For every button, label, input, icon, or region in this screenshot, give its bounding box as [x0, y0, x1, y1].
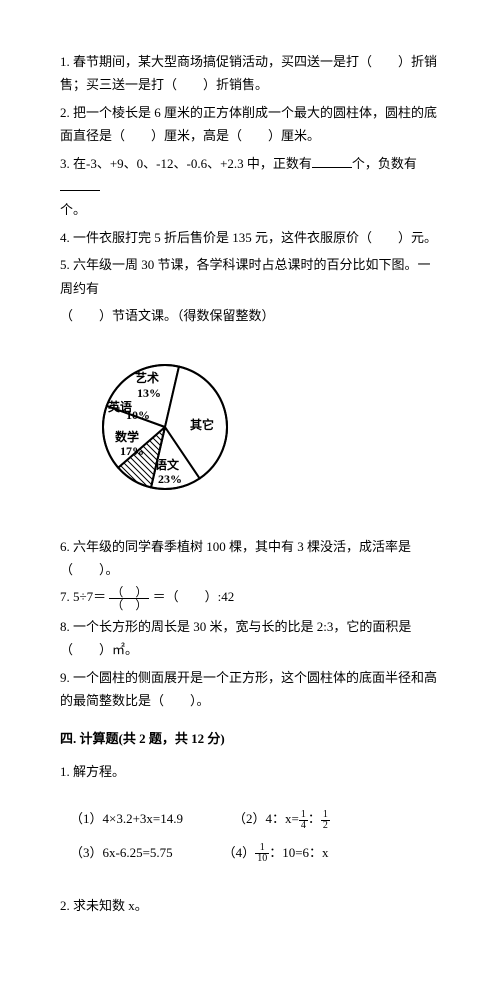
svg-text:23%: 23% [158, 472, 182, 486]
frac-den: 2 [321, 821, 330, 831]
question-7: 7. 5÷7＝ （ ） （ ） ＝（ ）:42 [60, 585, 440, 611]
equation-3: （3）6x-6.25=5.75 [70, 841, 173, 865]
equation-2: （2）4：x=14：12 [233, 807, 330, 831]
eq2-text-b: ： [308, 811, 321, 826]
sub-question-1: 1. 解方程。 [60, 760, 440, 783]
q3-text-b: 个，负数有 [352, 156, 417, 171]
sub-question-2: 2. 求未知数 x。 [60, 894, 440, 917]
frac-num: 1 [255, 843, 269, 854]
frac-den: 4 [299, 821, 308, 831]
svg-text:10%: 10% [126, 408, 150, 422]
eq4-text-a: （4） [223, 845, 256, 860]
section-4-title: 四. 计算题(共 2 题，共 12 分) [60, 727, 440, 750]
question-9: 9. 一个圆柱的侧面展开是一个正方形，这个圆柱体的底面半径和高的最简整数比是（ … [60, 666, 440, 713]
frac-1-4: 14 [299, 810, 308, 831]
question-6: 6. 六年级的同学春季植树 100 棵，其中有 3 棵没活，成活率是（ ）。 [60, 535, 440, 582]
frac-1-10: 110 [255, 843, 269, 864]
blank-neg [60, 177, 100, 191]
frac-num: 1 [299, 810, 308, 821]
blank-pos [312, 154, 352, 168]
question-3: 3. 在-3、+9、0、-12、-0.6、+2.3 中，正数有 个，负数有 个。 [60, 152, 440, 222]
svg-text:17%: 17% [120, 444, 144, 458]
frac-1-2: 12 [321, 810, 330, 831]
svg-text:13%: 13% [137, 386, 161, 400]
q7-text-b: ＝（ ）:42 [153, 589, 235, 604]
question-5b: （ ）节语文课。（得数保留整数） [60, 304, 440, 327]
paren-bot: （ ） [109, 599, 149, 611]
svg-text:语文: 语文 [155, 457, 180, 472]
eq2-text-a: （2）4：x= [233, 811, 299, 826]
question-1: 1. 春节期间，某大型商场搞促销活动，买四送一是打（ ）折销售；买三送一是打（ … [60, 50, 440, 97]
q7-text-a: 7. 5÷7＝ [60, 589, 106, 604]
q3-text-c: 个。 [60, 198, 440, 221]
svg-text:其它: 其它 [190, 417, 214, 432]
equation-1: （1）4×3.2+3x=14.9 [70, 807, 183, 831]
q3-text-a: 3. 在-3、+9、0、-12、-0.6、+2.3 中，正数有 [60, 156, 312, 171]
question-4: 4. 一件衣服打完 5 折后售价是 135 元，这件衣服原价（ ）元。 [60, 226, 440, 249]
question-8: 8. 一个长方形的周长是 30 米，宽与长的比是 2:3，它的面积是（ ）㎡。 [60, 615, 440, 662]
question-2: 2. 把一个棱长是 6 厘米的正方体削成一个最大的圆柱体，圆柱的底面直径是（ ）… [60, 101, 440, 148]
frac-den: 10 [255, 854, 269, 864]
frac-num: 1 [321, 810, 330, 821]
svg-text:艺术: 艺术 [135, 370, 159, 385]
pie-chart: 艺术13%英语10%数学17%语文23%其它 [80, 347, 440, 514]
eq4-text-b: ：10=6：x [269, 845, 328, 860]
paren-fraction: （ ） （ ） [109, 586, 149, 611]
svg-text:数学: 数学 [115, 429, 139, 444]
pie-svg: 艺术13%英语10%数学17%语文23%其它 [80, 347, 260, 507]
equation-4: （4）110：10=6：x [223, 841, 329, 865]
equation-row-2: （3）6x-6.25=5.75 （4）110：10=6：x [70, 841, 440, 865]
equation-row-1: （1）4×3.2+3x=14.9 （2）4：x=14：12 [70, 807, 440, 831]
question-5a: 5. 六年级一周 30 节课，各学科课时占总课时的百分比如下图。一周约有 [60, 253, 440, 300]
